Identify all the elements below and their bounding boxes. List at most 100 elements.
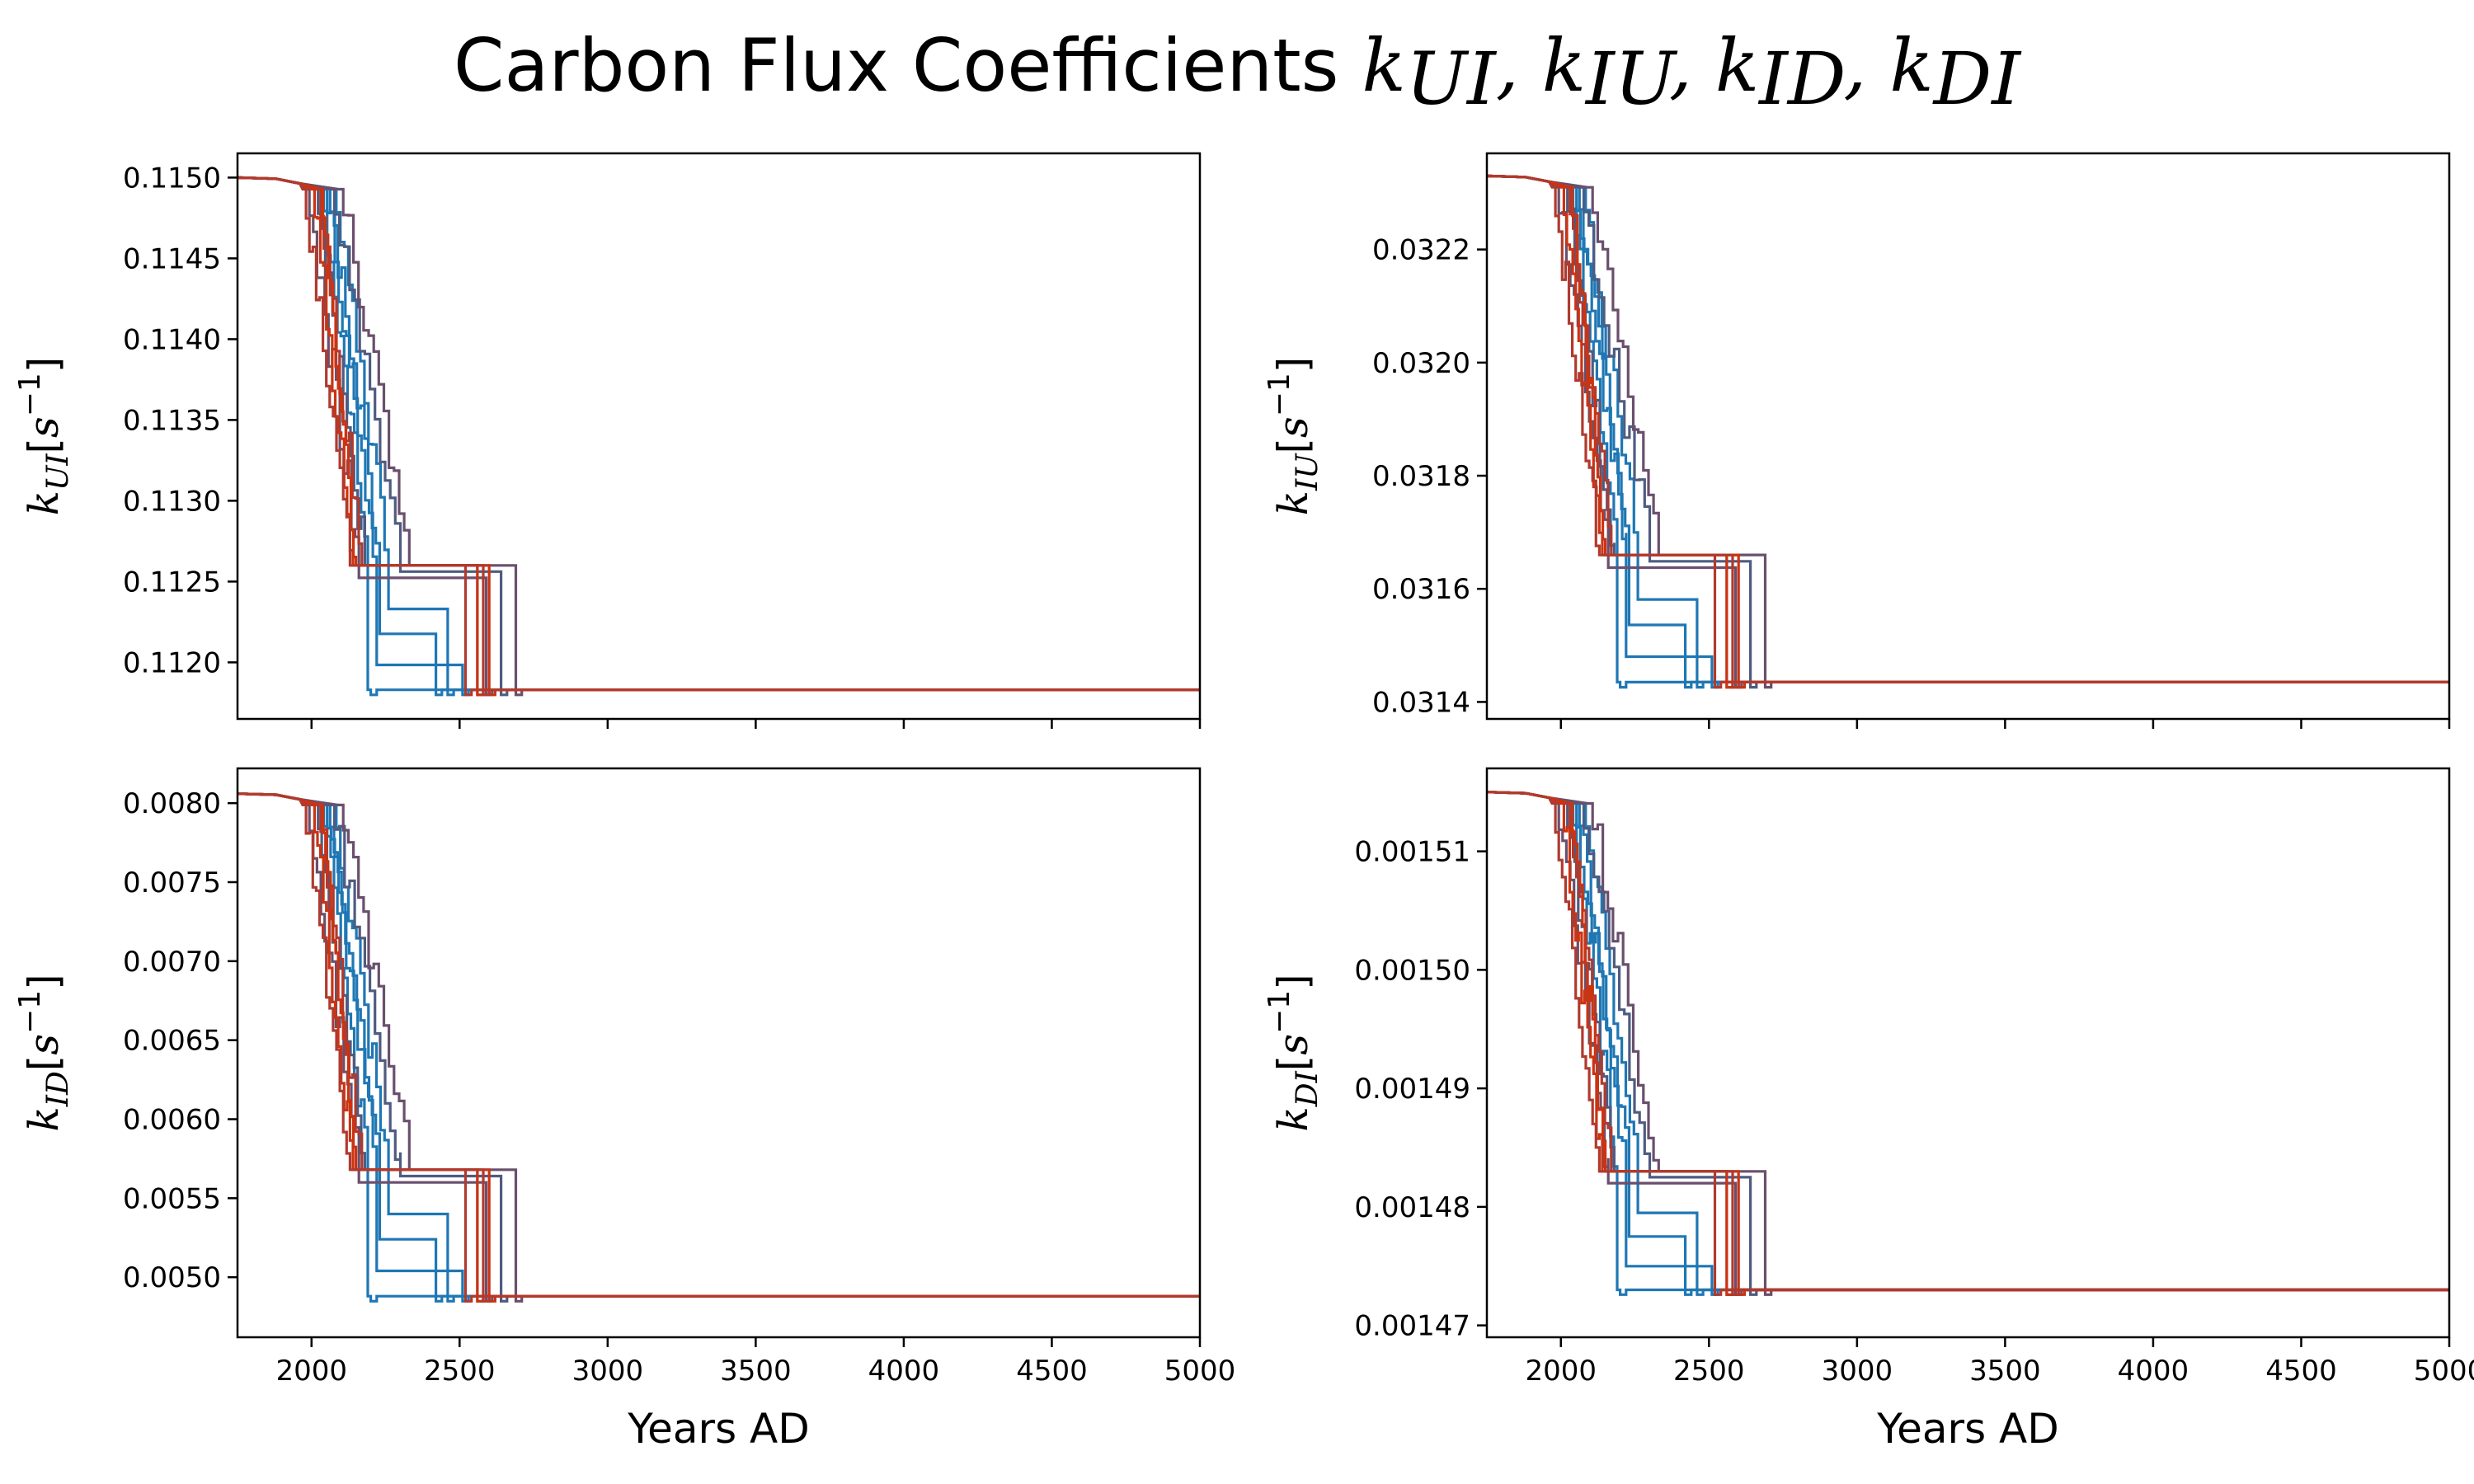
ensemble-line (1487, 174, 2449, 689)
y-tick-label: 0.00151 (1354, 836, 1470, 869)
subplot-3: 2000 2500 3000 3500 4000 4500 5000 0.0050 0.0055… (13, 767, 1235, 1453)
x-tick-label: 3000 (1822, 1355, 1893, 1388)
ensemble-line (1487, 174, 2449, 689)
ensemble-line (238, 176, 1200, 697)
axes-frame (1485, 767, 2451, 1339)
ensemble-line (238, 792, 1200, 1303)
ensemble-line (238, 792, 1200, 1303)
ensemble-line (238, 792, 1200, 1303)
y-tick-label: 0.1140 (123, 323, 221, 356)
ensemble-line (238, 792, 1200, 1303)
y-tick-label: 0.00147 (1354, 1310, 1470, 1343)
y-tick-label: 0.1125 (123, 566, 221, 599)
y-tick-label: 0.0070 (123, 946, 221, 979)
series-group (1487, 791, 2449, 1296)
y-tick-label: 0.0316 (1372, 573, 1470, 606)
x-tick-label: 2500 (424, 1355, 496, 1388)
x-tick-label: 4000 (2118, 1355, 2189, 1388)
ensemble-line (238, 176, 1200, 697)
ensemble-line (238, 792, 1200, 1303)
x-tick-label: 3000 (572, 1355, 644, 1388)
ensemble-line (1487, 174, 2449, 689)
ensemble-line (1487, 174, 2449, 689)
title-separator: , (1843, 23, 1889, 108)
axes-frame (236, 152, 1202, 721)
x-tick-label: 2500 (1673, 1355, 1745, 1388)
ensemble-line (1487, 174, 2449, 689)
ensemble-line (238, 792, 1200, 1303)
ensemble-line (1487, 174, 2449, 689)
ensemble-line (238, 176, 1200, 697)
x-tick-label: 2000 (276, 1355, 348, 1388)
y-tick-label: 0.0055 (123, 1182, 221, 1215)
title-symbol: k (1889, 23, 1933, 108)
ensemble-line (1487, 791, 2449, 1296)
ensemble-line (238, 176, 1200, 697)
ensemble-line (238, 176, 1200, 697)
x-tick-label: 4000 (868, 1355, 940, 1388)
title-subscript: ID (1757, 36, 1845, 121)
title-subscript: IU (1584, 36, 1678, 121)
series-group (238, 176, 1200, 697)
subplot-1: 0.1120 0.1125 0.1130 0.1135 0.1140 0.1145 0.11… (13, 152, 1202, 729)
x-tick-label: 4500 (1016, 1355, 1088, 1388)
x-axis-label: Years AD (1876, 1405, 2059, 1453)
y-tick-label: 0.0065 (123, 1025, 221, 1058)
y-tick-label: 0.0050 (123, 1261, 221, 1294)
ensemble-line (238, 792, 1200, 1303)
y-tick-label: 0.1135 (123, 404, 221, 437)
ensemble-line (238, 792, 1200, 1303)
axes-frame (1485, 152, 2451, 721)
title-symbol: k (1362, 23, 1405, 108)
ensemble-line (1487, 174, 2449, 689)
x-tick-label: 5000 (2414, 1355, 2474, 1388)
y-tick-label: 0.0080 (123, 787, 221, 820)
ensemble-line (238, 792, 1200, 1303)
ensemble-line (1487, 174, 2449, 689)
axes-frame (236, 767, 1202, 1339)
x-tick-label: 4500 (2265, 1355, 2337, 1388)
ensemble-line (238, 792, 1200, 1303)
ensemble-line (238, 792, 1200, 1303)
title-symbol: k (1715, 23, 1759, 108)
y-tick-label: 0.00150 (1354, 954, 1470, 987)
title-text: Carbon Flux Coefficients (454, 23, 1362, 108)
ensemble-line (1487, 791, 2449, 1296)
x-axis-label: Years AD (627, 1405, 810, 1453)
ensemble-line (238, 176, 1200, 697)
x-tick-label: 2000 (1526, 1355, 1597, 1388)
ensemble-line (1487, 791, 2449, 1296)
panels-container: 0.1120 0.1125 0.1130 0.1135 0.1140 0.1145 0.11… (13, 152, 2474, 1453)
title-separator: , (1669, 23, 1715, 108)
y-tick-label: 0.0320 (1372, 347, 1470, 380)
y-tick-label: 0.1130 (123, 485, 221, 518)
ensemble-line (1487, 791, 2449, 1296)
y-tick-label: 0.1145 (123, 242, 221, 275)
ensemble-line (238, 176, 1200, 697)
ensemble-line (238, 792, 1200, 1303)
subplot-4: 2000 2500 3000 3500 4000 4500 5000 0.00147 0.001… (1263, 767, 2474, 1453)
ensemble-line (238, 176, 1200, 697)
y-tick-label: 0.1150 (123, 162, 221, 195)
ensemble-line (1487, 174, 2449, 689)
figure-title: Carbon Flux Coefficients kUI, kIU, kID, … (454, 23, 2022, 121)
y-tick-label: 0.0314 (1372, 686, 1470, 719)
y-tick-label: 0.0075 (123, 866, 221, 899)
title-symbol: k (1542, 23, 1586, 108)
y-axis-label: kIU[s−1] (1263, 357, 1324, 516)
ensemble-line (1487, 174, 2449, 689)
ensemble-line (238, 176, 1200, 697)
ensemble-line (1487, 791, 2449, 1296)
ensemble-line (238, 176, 1200, 697)
ensemble-line (1487, 791, 2449, 1296)
y-tick-label: 0.00149 (1354, 1073, 1470, 1106)
y-axis-label: kUI[s−1] (13, 357, 75, 516)
ensemble-line (1487, 791, 2449, 1296)
y-axis-label: kID[s−1] (13, 974, 75, 1131)
x-tick-label: 3500 (1969, 1355, 2041, 1388)
ensemble-line (238, 176, 1200, 697)
ensemble-line (1487, 791, 2449, 1296)
ensemble-line (1487, 791, 2449, 1296)
